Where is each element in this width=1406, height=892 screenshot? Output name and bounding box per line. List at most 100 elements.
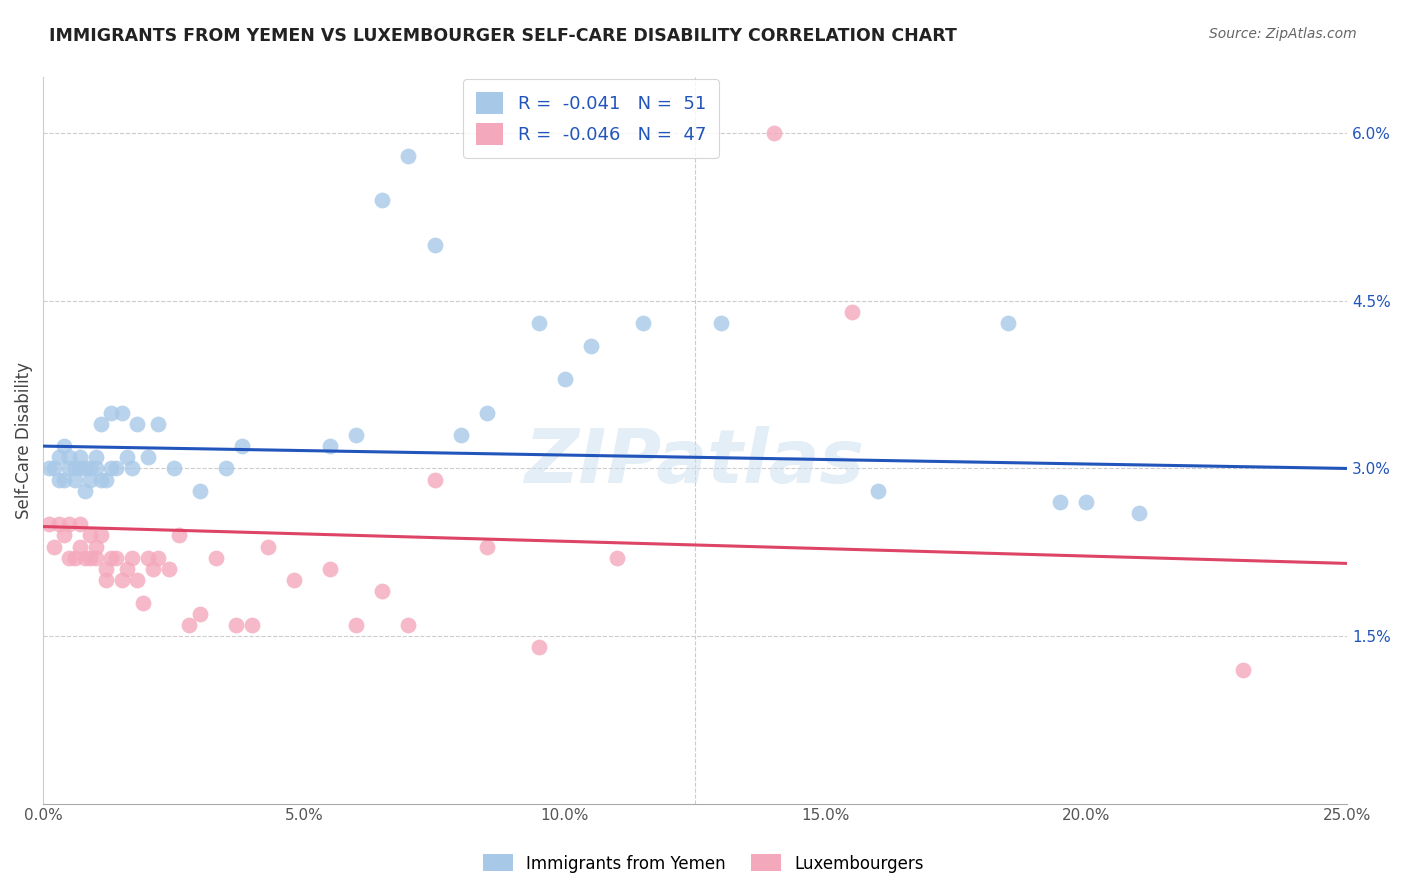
Point [319,562,342,576]
Point [94,573,117,587]
Point [256,540,278,554]
Point [75,483,97,498]
Point [240,618,263,632]
Point [423,473,446,487]
Point [579,338,602,352]
Point [121,461,143,475]
Point [58,450,80,465]
Point [1049,495,1071,509]
Point [38,517,60,532]
Point [710,316,733,330]
Point [606,550,628,565]
Point [115,562,138,576]
Point [94,562,117,576]
Point [215,461,238,475]
Point [371,194,394,208]
Point [84,450,107,465]
Point [90,417,112,431]
Point [527,640,550,655]
Point [58,517,80,532]
Point [75,550,97,565]
Point [398,148,420,162]
Point [115,450,138,465]
Point [58,550,80,565]
Point [167,528,190,542]
Point [63,550,86,565]
Point [84,540,107,554]
Point [53,439,76,453]
Point [762,126,785,140]
Point [90,528,112,542]
Point [319,439,342,453]
Point [79,461,101,475]
Legend: R =  -0.041   N =  51, R =  -0.046   N =  47: R = -0.041 N = 51, R = -0.046 N = 47 [464,79,718,158]
Point [1076,495,1098,509]
Point [204,550,226,565]
Point [142,562,165,576]
Point [84,550,107,565]
Point [48,450,70,465]
Point [136,450,159,465]
Point [105,550,128,565]
Point [163,461,186,475]
Point [371,584,394,599]
Point [58,461,80,475]
Point [69,450,91,465]
Point [127,573,149,587]
Point [53,528,76,542]
Point [69,461,91,475]
Y-axis label: Self-Care Disability: Self-Care Disability [15,362,32,519]
Point [63,473,86,487]
Point [90,473,112,487]
Point [53,473,76,487]
Point [179,618,201,632]
Point [84,461,107,475]
Point [111,406,134,420]
Point [1128,506,1150,520]
Point [1232,663,1254,677]
Point [79,473,101,487]
Point [188,483,211,498]
Point [554,372,576,386]
Point [157,562,180,576]
Point [79,550,101,565]
Point [121,550,143,565]
Point [841,305,863,319]
Text: ZIPatlas: ZIPatlas [526,425,865,499]
Point [100,406,122,420]
Point [127,417,149,431]
Point [69,517,91,532]
Point [450,428,472,442]
Point [111,573,134,587]
Point [631,316,654,330]
Point [146,550,169,565]
Point [42,540,65,554]
Point [344,428,367,442]
Point [100,461,122,475]
Point [231,439,253,453]
Point [42,461,65,475]
Point [105,461,128,475]
Point [94,473,117,487]
Point [69,540,91,554]
Point [398,618,420,632]
Point [283,573,305,587]
Point [38,461,60,475]
Point [225,618,247,632]
Point [866,483,889,498]
Point [475,406,498,420]
Point [188,607,211,621]
Point [79,528,101,542]
Point [344,618,367,632]
Legend: Immigrants from Yemen, Luxembourgers: Immigrants from Yemen, Luxembourgers [477,847,929,880]
Point [136,550,159,565]
Point [48,517,70,532]
Point [527,316,550,330]
Point [423,238,446,252]
Point [997,316,1019,330]
Point [131,595,153,609]
Point [48,473,70,487]
Point [475,540,498,554]
Point [100,550,122,565]
Text: Source: ZipAtlas.com: Source: ZipAtlas.com [1209,27,1357,41]
